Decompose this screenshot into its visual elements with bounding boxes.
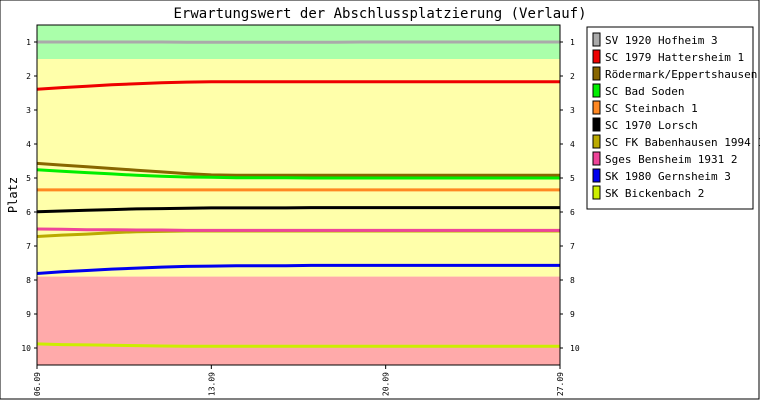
- legend-swatch: [592, 117, 601, 132]
- y-tick-label-left: 9: [26, 310, 31, 319]
- legend-swatch: [592, 83, 601, 98]
- x-tick-labels: 06.09 13.09 20.09 27.09: [33, 372, 565, 396]
- legend-label: SK 1980 Gernsheim 3: [605, 170, 731, 183]
- legend-label: SC 1979 Hattersheim 1: [605, 51, 744, 64]
- legend-swatch: [592, 185, 601, 200]
- legend-label: SK Bickenbach 2: [605, 187, 704, 200]
- y-tick-label-right: 7: [570, 242, 575, 251]
- legend-swatch: [592, 151, 601, 166]
- chart-title: Erwartungswert der Abschlussplatzierung …: [173, 6, 586, 22]
- series-lines: [36, 40, 560, 348]
- y-tick-label-left: 5: [26, 174, 31, 183]
- legend-swatch: [592, 100, 601, 115]
- y-tick-labels-left: 1 2 3 4 5 6 7 8 9 10: [21, 38, 31, 353]
- legend-label: SC FK Babenhausen 1994 1: [605, 136, 760, 149]
- y-tick-label-right: 3: [570, 106, 575, 115]
- series-line-2: [36, 80, 560, 91]
- legend-label: SC 1970 Lorsch: [605, 119, 698, 132]
- y-tick-label-right: 8: [570, 276, 575, 285]
- y-tick-label-left: 4: [26, 140, 31, 149]
- y-tick-label-left: 1: [26, 38, 31, 47]
- y-tick-label-right: 9: [570, 310, 575, 319]
- series-line-6: [36, 206, 560, 214]
- zone-band-3: [37, 276, 560, 365]
- y-tick-labels-right: 1 2 3 4 5 6 7 8 9 10: [570, 38, 580, 353]
- x-tick-label: 20.09: [382, 372, 391, 396]
- y-tick-label-left: 8: [26, 276, 31, 285]
- background-zones: [37, 25, 560, 365]
- series-line-10: [36, 342, 560, 348]
- series-line-9: [36, 263, 560, 275]
- y-tick-label-left: 10: [21, 344, 31, 353]
- y-tick-label-right: 1: [570, 38, 575, 47]
- zone-band-2: [37, 59, 560, 277]
- series-line-4: [36, 168, 560, 180]
- legend-label: Rödermark/Eppertshausen: [605, 68, 757, 81]
- legend: SV 1920 Hofheim 3 SC 1979 Hattersheim 1 Rö…: [586, 26, 760, 210]
- y-tick-label-left: 3: [26, 106, 31, 115]
- legend-swatch: [592, 49, 601, 64]
- y-tick-label-right: 4: [570, 140, 575, 149]
- legend-label: Sges Bensheim 1931 2: [605, 153, 737, 166]
- y-tick-label-right: 5: [570, 174, 575, 183]
- y-tick-label-right: 6: [570, 208, 575, 217]
- y-tick-label-right: 2: [570, 72, 575, 81]
- y-tick-label-left: 2: [26, 72, 31, 81]
- legend-swatch: [592, 66, 601, 81]
- legend-label: SC Bad Soden: [605, 85, 684, 98]
- y-axis-label: Platz: [6, 177, 20, 213]
- legend-swatch: [592, 168, 601, 183]
- legend-swatch: [592, 134, 601, 149]
- legend-label: SV 1920 Hofheim 3: [605, 34, 718, 47]
- series-line-8: [36, 227, 560, 232]
- x-tick-label: 06.09: [33, 372, 42, 396]
- legend-box: [586, 26, 754, 210]
- series-line-3: [36, 161, 560, 177]
- x-tick-label: 13.09: [207, 372, 216, 396]
- y-tick-label-left: 7: [26, 242, 31, 251]
- plot-frame: [36, 24, 561, 366]
- y-tick-label-right: 10: [570, 344, 580, 353]
- legend-swatch: [592, 32, 601, 47]
- y-tick-label-left: 6: [26, 208, 31, 217]
- legend-label: SC Steinbach 1: [605, 102, 698, 115]
- x-tick-label: 27.09: [556, 372, 565, 396]
